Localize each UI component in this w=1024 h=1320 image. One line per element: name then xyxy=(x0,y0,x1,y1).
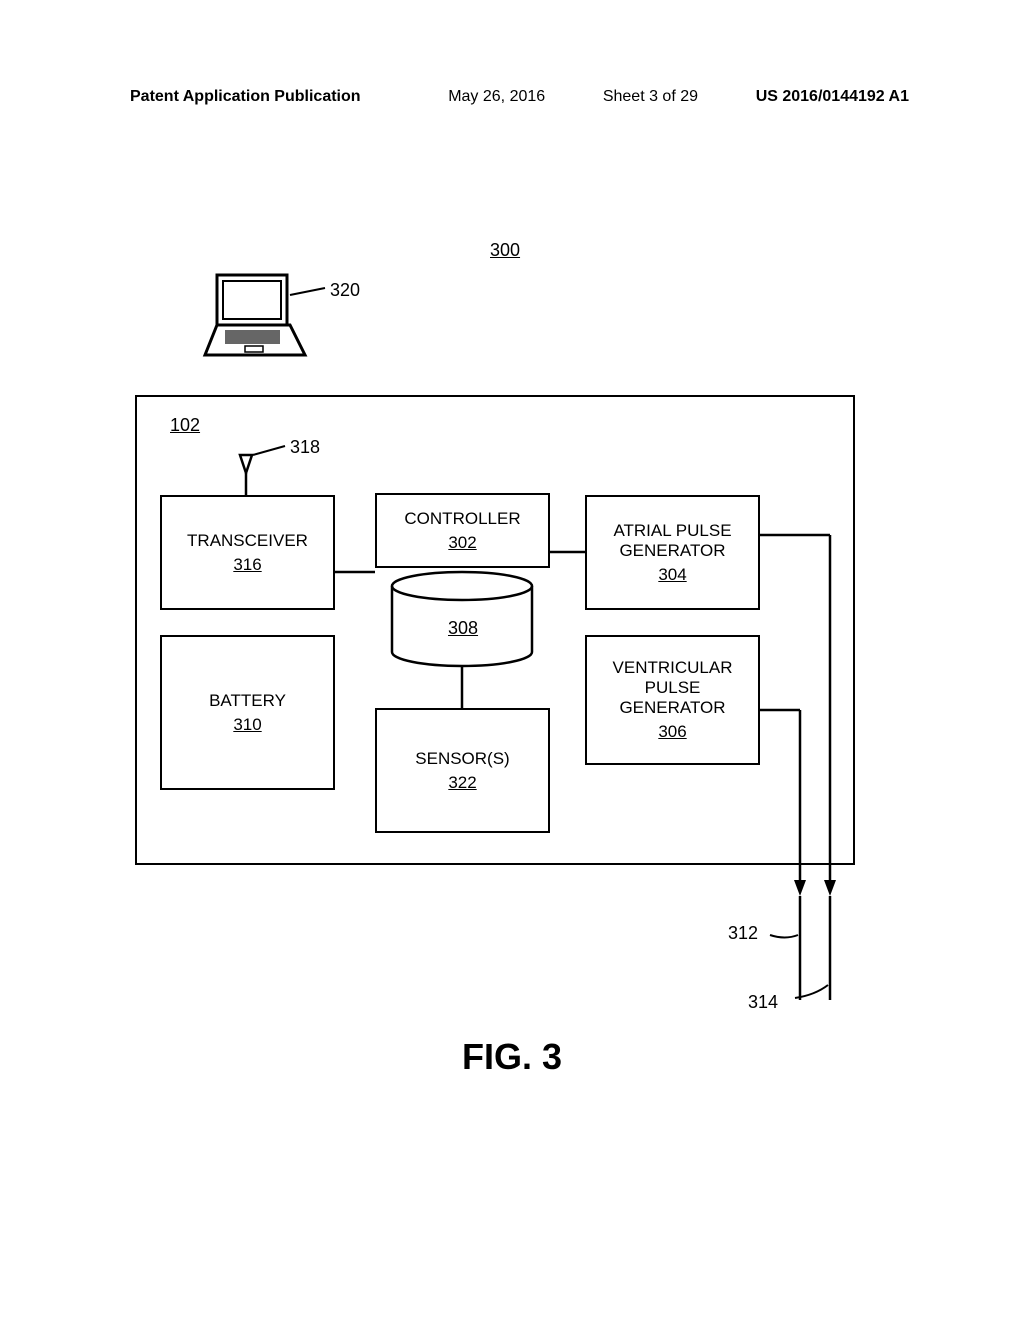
atrial-label1: ATRIAL PULSE xyxy=(613,521,731,541)
pubnum-label: US 2016/0144192 A1 xyxy=(756,88,909,106)
transceiver-box: TRANSCEIVER 316 xyxy=(160,495,335,610)
page-header: Patent Application Publication May 26, 2… xyxy=(0,88,1024,106)
controller-num: 302 xyxy=(448,533,476,553)
atrial-num: 304 xyxy=(658,565,686,585)
sensors-num: 322 xyxy=(448,773,476,793)
battery-label: BATTERY xyxy=(209,691,286,711)
sensors-label: SENSOR(S) xyxy=(415,749,509,769)
ventricular-label1: VENTRICULAR xyxy=(613,658,733,678)
controller-box: CONTROLLER 302 xyxy=(375,493,550,568)
sensors-box: SENSOR(S) 322 xyxy=(375,708,550,833)
sheet-label: Sheet 3 of 29 xyxy=(603,88,698,106)
battery-box: BATTERY 310 xyxy=(160,635,335,790)
ref-300: 300 xyxy=(490,240,520,261)
ref-320: 320 xyxy=(330,280,360,301)
ref-318: 318 xyxy=(290,437,320,458)
ventricular-num: 306 xyxy=(658,722,686,742)
ref-314: 314 xyxy=(748,992,778,1013)
date-label: May 26, 2016 xyxy=(448,88,545,106)
ventricular-label3: GENERATOR xyxy=(619,698,725,718)
diagram: 300 320 102 318 TRANSCEIVER 316 BATTERY … xyxy=(130,240,890,1000)
atrial-label2: GENERATOR xyxy=(619,541,725,561)
ref-308: 308 xyxy=(448,618,478,639)
laptop-icon xyxy=(195,270,315,360)
ref-102: 102 xyxy=(170,415,200,436)
ventricular-label2: PULSE xyxy=(645,678,701,698)
transceiver-num: 316 xyxy=(233,555,261,575)
controller-label: CONTROLLER xyxy=(404,509,520,529)
atrial-box: ATRIAL PULSE GENERATOR 304 xyxy=(585,495,760,610)
ventricular-box: VENTRICULAR PULSE GENERATOR 306 xyxy=(585,635,760,765)
publication-label: Patent Application Publication xyxy=(130,88,361,106)
figure-label: FIG. 3 xyxy=(462,1036,562,1078)
transceiver-label: TRANSCEIVER xyxy=(187,531,308,551)
ref-312: 312 xyxy=(728,923,758,944)
battery-num: 310 xyxy=(233,715,261,735)
